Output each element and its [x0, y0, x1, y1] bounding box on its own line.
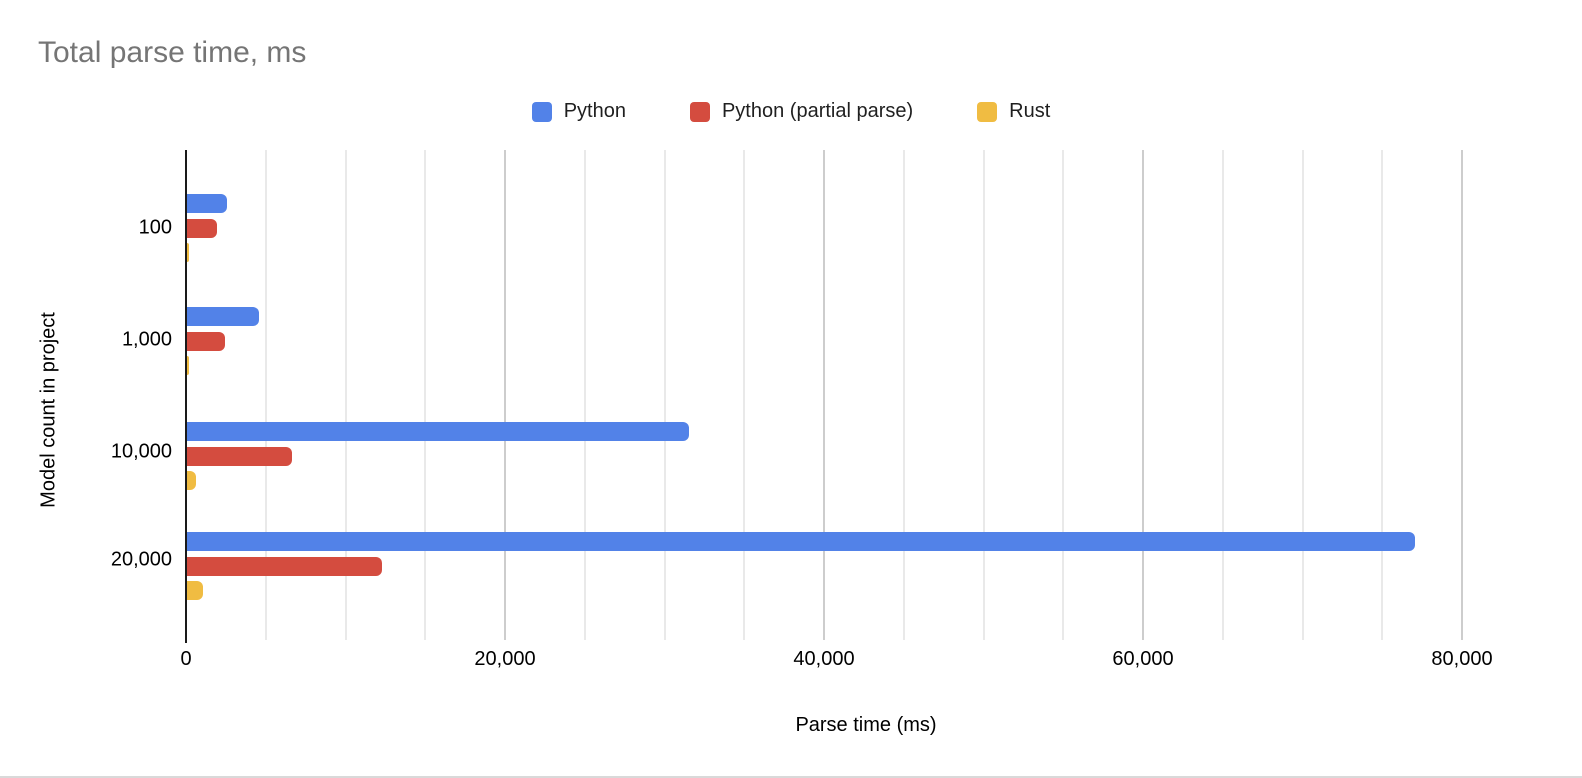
legend-label: Python (partial parse)	[721, 100, 914, 122]
legend-swatch-icon	[689, 101, 710, 122]
gridline	[583, 150, 586, 640]
bar-rust-20000	[187, 581, 204, 600]
legend-swatch-icon	[531, 101, 552, 122]
x-tick-label: 80,000	[1431, 648, 1493, 670]
bar-python-100	[187, 194, 227, 213]
gridline	[743, 150, 746, 640]
gridline	[1221, 150, 1224, 640]
x-tick-label: 40,000	[793, 648, 855, 670]
x-axis-title: Parse time (ms)	[795, 714, 937, 736]
bar-python-partial-parse-10000	[187, 446, 293, 466]
gridline	[1062, 150, 1065, 640]
gridline	[424, 150, 427, 640]
x-axis-baseline	[185, 150, 187, 643]
x-tick-label: 0	[180, 648, 192, 670]
legend-item-python: Python	[531, 100, 626, 123]
bar-rust-10000	[187, 471, 196, 490]
gridline	[1461, 150, 1463, 640]
bar-rust-1000	[187, 356, 189, 375]
gridline	[1142, 150, 1144, 640]
bar-python-1000	[187, 307, 259, 326]
chart-title: Total parse time, ms	[38, 36, 307, 69]
gridline	[1381, 150, 1384, 640]
bar-python-10000	[187, 422, 690, 441]
gridline	[1301, 150, 1304, 640]
window-bottom-border	[0, 776, 1582, 778]
gridline	[982, 150, 985, 640]
y-tick-label: 10,000	[110, 440, 172, 463]
legend: Python Python (partial parse) Rust	[0, 100, 1582, 123]
bar-python-partial-parse-20000	[187, 556, 382, 576]
gridline	[902, 150, 905, 640]
gridline	[344, 150, 347, 640]
bar-python-partial-parse-100	[187, 218, 218, 238]
x-tick-label: 20,000	[474, 648, 536, 670]
bar-rust-100	[187, 243, 189, 262]
legend-label: Python	[563, 100, 626, 122]
legend-item-python-partial-parse: Python (partial parse)	[689, 100, 914, 123]
y-tick-label: 100	[138, 216, 172, 239]
y-tick-label: 1,000	[121, 328, 172, 351]
bar-python-20000	[187, 532, 1416, 551]
legend-label: Rust	[1009, 100, 1051, 122]
bar-python-partial-parse-1000	[187, 331, 226, 351]
legend-item-rust: Rust	[977, 100, 1050, 123]
gridline	[823, 150, 825, 640]
y-tick-label: 20,000	[110, 548, 172, 571]
legend-swatch-icon	[977, 101, 998, 122]
y-axis-title: Model count in project	[37, 312, 60, 508]
gridline	[663, 150, 666, 640]
gridline	[264, 150, 267, 640]
gridline	[504, 150, 506, 640]
x-tick-label: 60,000	[1112, 648, 1174, 670]
